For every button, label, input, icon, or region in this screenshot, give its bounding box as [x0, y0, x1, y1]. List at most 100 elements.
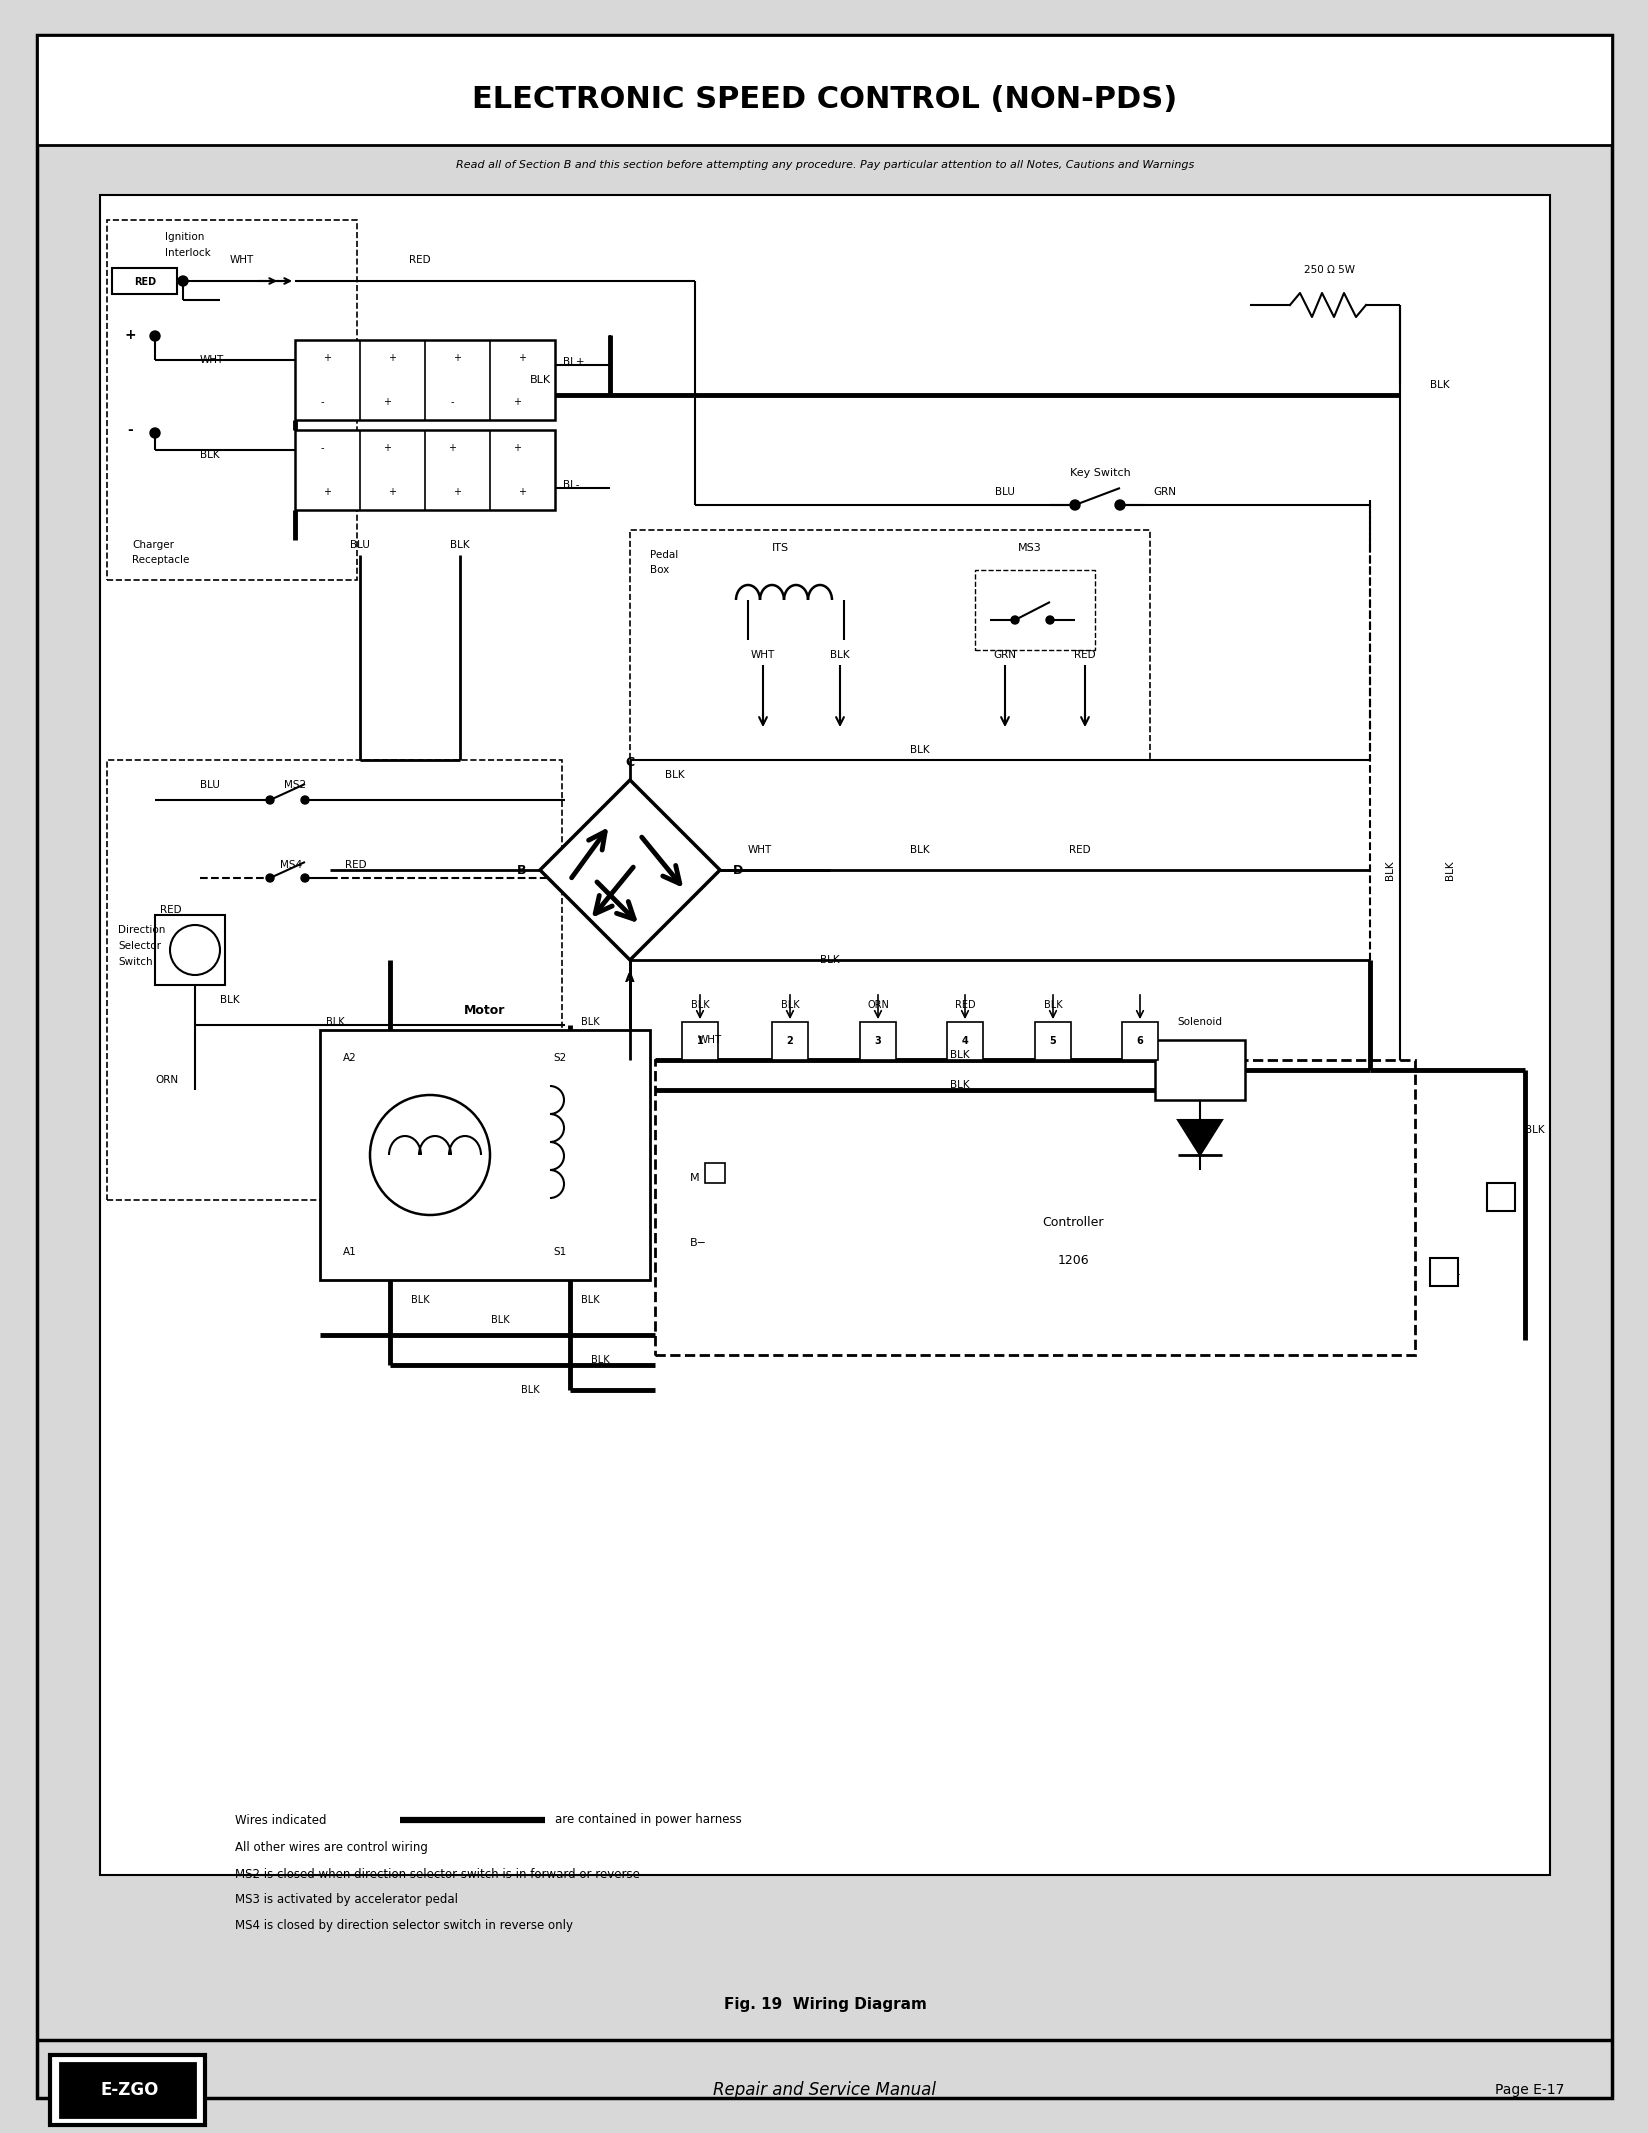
Text: RED: RED: [409, 256, 430, 264]
Bar: [295, 431, 555, 510]
Text: RED: RED: [1073, 651, 1096, 659]
Text: WHT: WHT: [229, 256, 254, 264]
Bar: [1486, 1184, 1515, 1212]
Text: BLK: BLK: [910, 744, 929, 755]
Text: BLK: BLK: [780, 1000, 799, 1011]
Circle shape: [302, 875, 308, 883]
Text: BLK: BLK: [521, 1384, 539, 1395]
Circle shape: [1045, 616, 1053, 625]
Circle shape: [302, 796, 308, 804]
Text: BLK: BLK: [410, 1295, 428, 1305]
Text: GRN: GRN: [992, 651, 1015, 659]
Text: BLK: BLK: [491, 1316, 509, 1325]
Text: BLU: BLU: [199, 781, 219, 789]
Text: MS4: MS4: [280, 860, 302, 870]
Text: Switch: Switch: [119, 958, 153, 966]
Text: E-ZGO: E-ZGO: [101, 2082, 160, 2099]
Text: Read all of Section B and this section before attempting any procedure. Pay part: Read all of Section B and this section b…: [455, 160, 1193, 171]
Text: Direction: Direction: [119, 926, 165, 934]
Circle shape: [170, 926, 219, 975]
Circle shape: [369, 1094, 489, 1216]
Text: BLK: BLK: [326, 1017, 344, 1026]
Text: Pedal: Pedal: [649, 550, 677, 561]
Text: +: +: [517, 486, 526, 497]
Text: -: -: [127, 422, 133, 437]
Text: BL+: BL+: [562, 356, 583, 367]
Text: 6: 6: [1135, 1037, 1142, 1045]
Bar: [682, 1022, 717, 1060]
Text: 1: 1: [695, 1037, 704, 1045]
Text: Box: Box: [649, 565, 669, 576]
Bar: [59, 2063, 194, 2116]
Text: BLK: BLK: [580, 1295, 598, 1305]
Polygon shape: [539, 781, 720, 960]
Text: BLK: BLK: [221, 994, 239, 1005]
Text: ELECTRONIC SPEED CONTROL (NON-PDS): ELECTRONIC SPEED CONTROL (NON-PDS): [471, 85, 1177, 115]
Text: WHT: WHT: [697, 1035, 722, 1045]
Text: 4: 4: [961, 1037, 967, 1045]
Text: Page E-17: Page E-17: [1495, 2084, 1564, 2097]
Text: BLK: BLK: [691, 1000, 709, 1011]
Bar: [860, 1022, 895, 1060]
Text: Ignition: Ignition: [165, 232, 204, 241]
Text: Wires indicated: Wires indicated: [236, 1813, 326, 1826]
Text: 250 Ω 5W: 250 Ω 5W: [1304, 264, 1355, 275]
Circle shape: [150, 331, 160, 341]
Text: BLK: BLK: [1524, 1124, 1544, 1135]
Text: 5: 5: [1050, 1037, 1056, 1045]
Text: BLK: BLK: [199, 450, 219, 461]
Text: Controller: Controller: [1042, 1216, 1103, 1229]
Text: BLK: BLK: [1444, 860, 1454, 879]
Polygon shape: [1177, 1120, 1221, 1154]
Text: BLK: BLK: [580, 1017, 598, 1026]
Text: 1206: 1206: [1056, 1254, 1088, 1267]
Circle shape: [1010, 616, 1018, 625]
Text: BLK: BLK: [910, 845, 929, 855]
Text: RED: RED: [1068, 845, 1089, 855]
Text: ORN: ORN: [867, 1000, 888, 1011]
Circle shape: [150, 429, 160, 437]
Text: ITS: ITS: [771, 544, 788, 552]
Bar: [974, 570, 1094, 651]
Text: +: +: [448, 444, 456, 452]
Text: WHT: WHT: [748, 845, 771, 855]
Text: +: +: [323, 352, 331, 363]
Text: RED: RED: [954, 1000, 974, 1011]
Text: +: +: [387, 352, 396, 363]
Text: +: +: [513, 444, 521, 452]
Text: BLK: BLK: [829, 651, 849, 659]
Bar: [107, 759, 562, 1201]
Text: B−: B−: [689, 1237, 707, 1248]
Text: B: B: [517, 864, 526, 877]
Circle shape: [1114, 499, 1124, 510]
Bar: [320, 1030, 649, 1280]
Text: D: D: [732, 864, 743, 877]
Bar: [101, 194, 1549, 1875]
Text: BLK: BLK: [819, 956, 839, 964]
Text: are contained in power harness: are contained in power harness: [555, 1813, 742, 1826]
Text: +: +: [382, 397, 391, 407]
Bar: [630, 529, 1149, 759]
Text: 3: 3: [873, 1037, 880, 1045]
Text: BL-: BL-: [562, 480, 578, 491]
Bar: [771, 1022, 808, 1060]
Text: WHT: WHT: [750, 651, 775, 659]
Text: MS2 is closed when direction selector switch is in forward or reverse: MS2 is closed when direction selector sw…: [236, 1869, 639, 1881]
Text: C: C: [625, 755, 634, 768]
Text: BLK: BLK: [529, 375, 550, 384]
Text: A2: A2: [1491, 1194, 1506, 1205]
Circle shape: [265, 875, 274, 883]
Text: M: M: [689, 1173, 699, 1184]
Text: BLU: BLU: [349, 540, 369, 550]
Text: S1: S1: [554, 1248, 567, 1256]
Text: BLK: BLK: [590, 1354, 610, 1365]
Bar: [36, 34, 1612, 145]
Text: BLK: BLK: [949, 1049, 969, 1060]
Text: BLK: BLK: [1043, 1000, 1061, 1011]
Text: Interlock: Interlock: [165, 247, 211, 258]
Text: RED: RED: [133, 277, 157, 288]
Text: Fig. 19  Wiring Diagram: Fig. 19 Wiring Diagram: [723, 1996, 926, 2014]
Text: -: -: [320, 444, 323, 452]
Text: A: A: [625, 971, 634, 985]
Text: Selector: Selector: [119, 941, 162, 951]
